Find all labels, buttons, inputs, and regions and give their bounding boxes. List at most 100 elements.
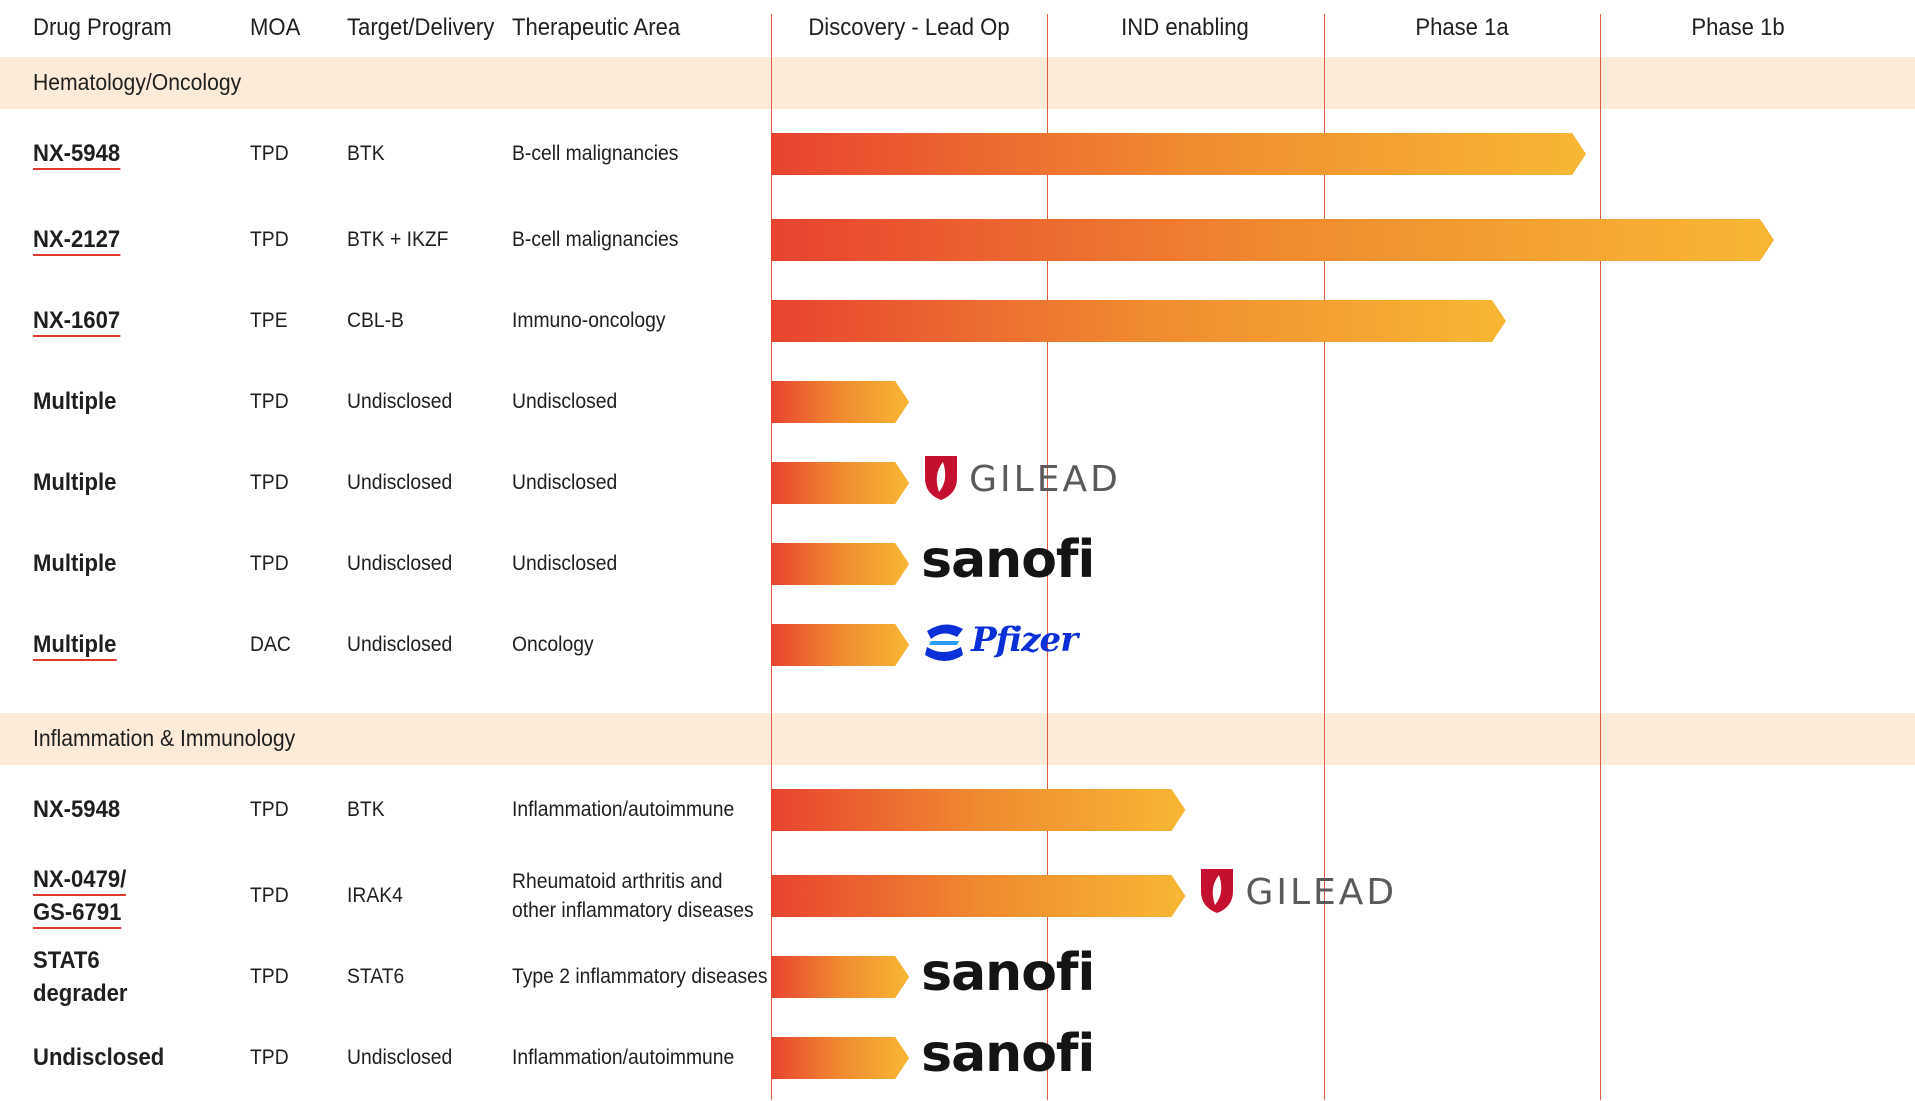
row-moa: TPD — [250, 1046, 289, 1069]
stage-divider-3 — [1600, 14, 1601, 1100]
progress-bar — [771, 543, 910, 585]
progress-bar — [771, 789, 1186, 831]
partner-name-text: sanofi — [921, 1024, 1095, 1084]
partner-logo-gilead: GILEAD — [921, 456, 1121, 502]
row-program-label[interactable]: NX-5948 — [33, 793, 120, 826]
row-program-text: GS-6791 — [33, 899, 122, 929]
row-moa: TPD — [250, 884, 289, 907]
partner-logo-sanofi: sanofi — [921, 530, 1095, 590]
row-program-label[interactable]: Undisclosed — [33, 1041, 164, 1074]
gilead-shield-icon — [1201, 869, 1234, 913]
row-therapeutic-area: Undisclosed — [512, 552, 618, 575]
partner-logo-pfizer: Pfizer — [921, 619, 1078, 665]
row-program-label[interactable]: NX-5948 — [33, 137, 121, 170]
row-moa: TPD — [250, 142, 289, 165]
row-program-text: NX-0479/ — [33, 866, 127, 896]
pfizer-helix-icon — [925, 624, 964, 661]
stage-divider-1 — [1047, 14, 1048, 1100]
partner-name-text: sanofi — [921, 530, 1095, 590]
row-moa: TPD — [250, 390, 289, 413]
row-program-text: NX-5948 — [33, 796, 121, 823]
header-therapeutic-area: Therapeutic Area — [512, 14, 681, 41]
section-label-hematology: Hematology/Oncology — [33, 69, 242, 95]
row-program-label[interactable]: Multiple — [33, 385, 116, 418]
row-program-text: Multiple — [33, 550, 117, 577]
row-target: STAT6 — [347, 965, 405, 988]
row-target: Undisclosed — [347, 552, 453, 575]
header-stage-discovery: Discovery - Lead Op — [808, 14, 1010, 41]
row-moa: TPE — [250, 309, 288, 332]
header-drug-program: Drug Program — [33, 14, 172, 41]
row-moa: TPD — [250, 471, 289, 494]
row-moa: TPD — [250, 228, 289, 251]
row-therapeutic-area: Type 2 inflammatory diseases — [512, 965, 768, 988]
row-target: Undisclosed — [347, 1046, 453, 1069]
row-target: Undisclosed — [347, 471, 453, 494]
row-therapeutic-area: Undisclosed — [512, 471, 618, 494]
row-therapeutic-area: B-cell malignancies — [512, 228, 679, 251]
progress-bar — [771, 133, 1587, 175]
row-program-text: Multiple — [33, 388, 117, 415]
row-program-text: Undisclosed — [33, 1044, 165, 1071]
row-program-line: GS-6791 — [33, 896, 126, 929]
row-program-text: NX-5948 — [33, 140, 121, 170]
row-program-label[interactable]: NX-2127 — [33, 223, 121, 256]
row-target: IRAK4 — [347, 884, 403, 907]
section-band-inflammation — [0, 713, 1915, 765]
header-stage-ind: IND enabling — [1121, 14, 1249, 41]
partner-logo-sanofi: sanofi — [921, 943, 1095, 1003]
row-therapeutic-area-line: Rheumatoid arthritis and — [512, 870, 723, 893]
progress-bar — [771, 624, 910, 666]
progress-bar — [771, 875, 1186, 917]
row-target: CBL-B — [347, 309, 404, 332]
row-therapeutic-area: Oncology — [512, 633, 594, 656]
header-target: Target/Delivery — [347, 14, 495, 41]
row-moa: DAC — [250, 633, 291, 656]
section-label-inflammation: Inflammation & Immunology — [33, 725, 296, 751]
section-band-hematology — [0, 57, 1915, 109]
row-program-label[interactable]: NX-1607 — [33, 304, 121, 337]
partner-logo-gilead: GILEAD — [1197, 869, 1397, 915]
progress-bar — [771, 381, 910, 423]
row-target: BTK — [347, 798, 385, 821]
row-moa: TPD — [250, 965, 289, 988]
header-moa: MOA — [250, 14, 301, 41]
row-therapeutic-area: B-cell malignancies — [512, 142, 679, 165]
row-target: Undisclosed — [347, 633, 453, 656]
row-therapeutic-area-line: other inflammatory diseases — [512, 899, 754, 922]
row-therapeutic-area: Inflammation/autoimmune — [512, 798, 735, 821]
partner-name-text: sanofi — [921, 943, 1095, 1003]
partner-name-text: Pfizer — [971, 620, 1078, 660]
row-therapeutic-area: Undisclosed — [512, 390, 618, 413]
row-program-text: NX-2127 — [33, 226, 121, 256]
partner-logo-sanofi: sanofi — [921, 1024, 1095, 1084]
row-program-label[interactable]: Multiple — [33, 466, 116, 499]
row-moa: TPD — [250, 798, 289, 821]
row-program-text: STAT6 — [33, 947, 100, 974]
row-program-line: STAT6 — [33, 944, 127, 977]
row-program-text: NX-1607 — [33, 307, 121, 337]
row-moa: TPD — [250, 552, 289, 575]
row-program-line: NX-0479/ — [33, 863, 127, 896]
row-program-text: Multiple — [33, 631, 117, 661]
row-program-label[interactable]: Multiple — [33, 628, 117, 661]
progress-bar — [771, 462, 910, 504]
stage-divider-2 — [1324, 14, 1325, 1100]
row-target: Undisclosed — [347, 390, 453, 413]
row-therapeutic-area: Immuno-oncology — [512, 309, 666, 332]
row-program-label[interactable]: STAT6 degrader — [33, 944, 127, 1010]
gilead-shield-icon — [925, 456, 958, 500]
progress-bar — [771, 300, 1506, 342]
row-program-label[interactable]: Multiple — [33, 547, 116, 580]
row-program-text: Multiple — [33, 469, 117, 496]
progress-bar — [771, 1037, 910, 1079]
header-stage-phase1a: Phase 1a — [1415, 14, 1509, 41]
progress-bar — [771, 956, 910, 998]
row-target: BTK + IKZF — [347, 228, 449, 251]
row-program-text: degrader — [33, 980, 128, 1007]
partner-name-text: GILEAD — [969, 459, 1121, 500]
row-target: BTK — [347, 142, 385, 165]
row-program-line: degrader — [33, 977, 127, 1010]
row-program-label[interactable]: NX-0479/GS-6791 — [33, 863, 127, 929]
